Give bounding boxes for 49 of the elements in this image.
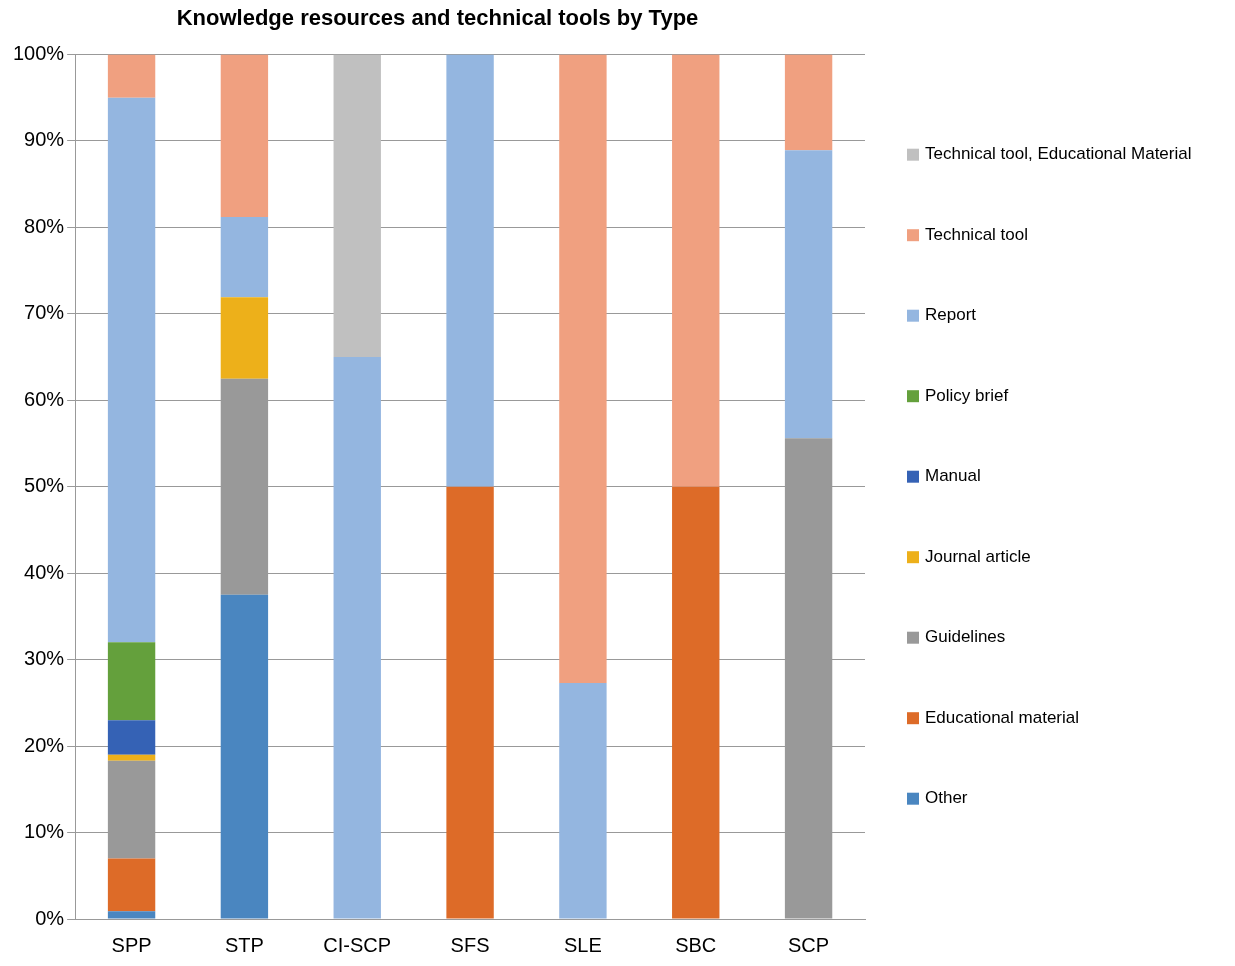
y-tick-label: 40% (24, 560, 65, 583)
legend-label: Policy brief (925, 385, 1009, 405)
y-tick-label: 60% (24, 387, 65, 410)
bar (107, 54, 156, 98)
bar (220, 54, 269, 217)
y-tick-label: 10% (24, 820, 65, 843)
bar (672, 54, 720, 487)
bar (784, 54, 833, 151)
y-tick-label: 80% (24, 214, 65, 237)
bar (784, 150, 833, 439)
bar (220, 216, 269, 298)
bar (333, 54, 381, 358)
legend-label: Report (925, 305, 977, 325)
bar (446, 54, 494, 487)
x-tick-label: SFS (450, 933, 490, 956)
bar (559, 682, 607, 919)
bar (107, 720, 156, 755)
y-tick-label: 30% (24, 647, 65, 670)
bar (220, 297, 269, 379)
legend-label: Manual (925, 466, 981, 486)
x-tick-label: SBC (675, 933, 717, 956)
bar (107, 97, 156, 643)
legend-label: Guidelines (925, 627, 1006, 647)
bar (672, 486, 720, 919)
bar (220, 594, 269, 919)
x-tick-label: STP (224, 933, 264, 956)
y-tick-label: 20% (24, 733, 65, 756)
y-tick-label: 90% (24, 128, 65, 151)
x-tick-label: SCP (788, 933, 830, 956)
bar (107, 642, 156, 721)
y-tick-label: 50% (24, 474, 65, 497)
legend-label: Technical tool, Educational Material (925, 144, 1192, 164)
bar (107, 858, 156, 912)
bar (333, 357, 381, 919)
bar (559, 54, 607, 683)
y-tick-label: 70% (24, 301, 65, 324)
x-tick-label: CI-SCP (323, 933, 392, 956)
x-tick-label: SPP (111, 933, 152, 956)
bar (107, 754, 156, 761)
legend-label: Journal article (925, 546, 1031, 566)
legend-label: Educational material (925, 707, 1080, 727)
legend-label: Other (925, 788, 968, 808)
bar (446, 486, 494, 919)
legend-label: Technical tool (925, 224, 1029, 244)
y-tick-label: 0% (35, 906, 65, 929)
bar (107, 911, 156, 919)
y-tick-label: 100% (13, 41, 65, 64)
chart-title: Knowledge resources and technical tools by Type (176, 5, 699, 31)
x-tick-label: SLE (564, 933, 602, 956)
